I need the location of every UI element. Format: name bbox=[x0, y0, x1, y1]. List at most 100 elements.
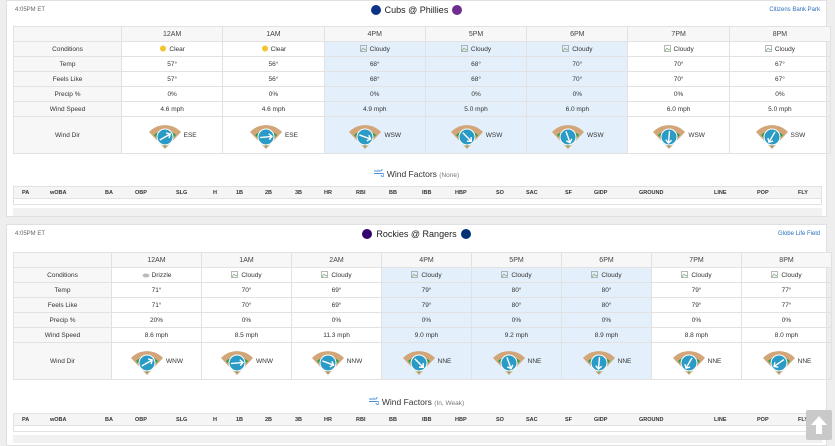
row-label: Conditions bbox=[13, 41, 122, 57]
weather-cell: 9.0 mph bbox=[381, 327, 472, 343]
cell-value: 5.0 mph bbox=[768, 105, 792, 113]
weather-cell: 79° bbox=[381, 297, 472, 313]
stat-column: SF bbox=[565, 417, 573, 423]
condition-icon bbox=[261, 45, 268, 52]
weather-cell: 8.9 mph bbox=[561, 327, 652, 343]
stat-column: 3B bbox=[295, 417, 303, 423]
weather-cell: 71° bbox=[111, 297, 202, 313]
cell-value: 0% bbox=[421, 316, 432, 324]
cell-value: WNW bbox=[256, 357, 273, 365]
team-logo bbox=[460, 229, 471, 239]
weather-cell: Drizzle bbox=[111, 267, 202, 283]
condition-icon bbox=[501, 271, 509, 278]
row-label: Precip % bbox=[13, 86, 122, 102]
matchup-title: Rockies @ Rangers bbox=[376, 229, 457, 239]
stat-column: HBP bbox=[455, 190, 467, 196]
cell-value: SSW bbox=[790, 131, 806, 139]
weather-cell: 57° bbox=[120, 71, 224, 87]
stat-column: POP bbox=[757, 417, 769, 423]
hour-header: 5PM bbox=[424, 26, 528, 42]
weather-cell: 70° bbox=[526, 56, 629, 72]
cell-value: 67° bbox=[775, 60, 785, 68]
weather-cell: 80° bbox=[561, 297, 652, 313]
team-logo bbox=[362, 229, 373, 239]
weather-cell: Clear bbox=[120, 41, 224, 57]
cell-value: 0% bbox=[241, 316, 252, 324]
cell-value: 0% bbox=[601, 316, 612, 324]
scrollbar[interactable] bbox=[13, 208, 822, 216]
stat-column: 2B bbox=[265, 190, 273, 196]
wind-factors-note: (In, Weak) bbox=[434, 400, 465, 407]
cell-value: 0% bbox=[167, 90, 177, 98]
weather-cell: 70° bbox=[526, 71, 629, 87]
weather-cell: 6.0 mph bbox=[526, 101, 629, 117]
cell-value: ESE bbox=[284, 131, 298, 139]
cell-value: 4.6 mph bbox=[261, 105, 286, 113]
cell-value: 70° bbox=[241, 301, 252, 309]
condition-icon bbox=[160, 45, 167, 52]
up-arrow-icon bbox=[811, 416, 827, 434]
wind-field-icon bbox=[492, 351, 525, 375]
wind-factors-title: Wind Factors (In, Weak) bbox=[7, 395, 826, 407]
game-panel: 4:05PM ET Cubs @ Phillies Citizens Bank Pa… bbox=[6, 0, 832, 217]
weather-cell: 0% bbox=[526, 86, 629, 102]
weather-cell: 77° bbox=[741, 297, 832, 313]
weather-cell: 0% bbox=[291, 312, 382, 328]
game-panel: 4:05PM ET Rockies @ Rangers Globe Life Fie… bbox=[6, 224, 832, 446]
cell-value: 69° bbox=[331, 301, 342, 309]
weather-row: Feels Like 57° 56° 68° 68° 70° 70° 67° bbox=[13, 71, 832, 87]
game-time: 4:05PM ET bbox=[15, 7, 46, 13]
weather-cell: Cloudy bbox=[381, 267, 472, 283]
weather-cell: 11.3 mph bbox=[291, 327, 382, 343]
weather-cell: WNW bbox=[201, 342, 292, 380]
cell-value: Cloudy bbox=[774, 46, 796, 53]
stat-column: HR bbox=[324, 190, 332, 196]
scrollbar[interactable] bbox=[13, 435, 822, 443]
weather-cell: 79° bbox=[651, 297, 742, 313]
stat-column: SF bbox=[565, 190, 573, 196]
weather-cell: Cloudy bbox=[424, 41, 528, 57]
weather-cell: 68° bbox=[424, 71, 528, 87]
weather-cell: WSW bbox=[323, 116, 426, 154]
stat-column: LINE bbox=[714, 190, 727, 196]
weather-cell: 70° bbox=[627, 71, 730, 87]
condition-icon bbox=[359, 45, 367, 52]
cell-value: Clear bbox=[169, 46, 185, 53]
weather-cell: 0% bbox=[120, 86, 224, 102]
weather-cell: 69° bbox=[291, 297, 382, 313]
weather-cell: 0% bbox=[381, 312, 472, 328]
stat-column: RBI bbox=[356, 417, 366, 423]
cell-value: 56° bbox=[268, 75, 279, 83]
cell-value: Drizzle bbox=[151, 272, 172, 279]
venue-link[interactable]: Globe Life Field bbox=[777, 231, 820, 237]
hour-header: 5PM bbox=[471, 252, 562, 268]
row-label: Feels Like bbox=[13, 71, 122, 87]
back-to-top[interactable] bbox=[806, 410, 832, 440]
weather-row: Wind Speed 4.6 mph 4.6 mph 4.9 mph 5.0 mph 6.… bbox=[13, 101, 832, 117]
venue-link[interactable]: Citizens Bank Park bbox=[769, 7, 820, 13]
hour-header: 8PM bbox=[728, 26, 832, 42]
weather-cell: 8.8 mph bbox=[651, 327, 742, 343]
weather-cell: Cloudy bbox=[201, 267, 292, 283]
cell-value: 68° bbox=[471, 60, 481, 68]
cell-value: Cloudy bbox=[369, 46, 390, 53]
weather-cell: WSW bbox=[526, 116, 629, 154]
weather-cell: ESE bbox=[120, 116, 224, 154]
header-row: 12AM 1AM 4PM 5PM 6PM 7PM 8PM bbox=[13, 26, 832, 42]
cell-value: 56° bbox=[268, 60, 279, 68]
weather-cell: 69° bbox=[291, 282, 382, 298]
weather-cell: 80° bbox=[561, 282, 652, 298]
cell-value: 6.0 mph bbox=[666, 105, 691, 113]
stat-column: OBP bbox=[135, 190, 147, 196]
cell-value: 79° bbox=[421, 286, 432, 294]
stat-column: SAC bbox=[526, 190, 538, 196]
hour-header: 7PM bbox=[627, 26, 730, 42]
weather-cell: 79° bbox=[381, 282, 472, 298]
condition-icon bbox=[562, 45, 570, 52]
row-label: Precip % bbox=[13, 312, 112, 328]
row-label: Wind Speed bbox=[13, 327, 112, 343]
weather-cell: SSW bbox=[728, 116, 832, 154]
stat-column: 1B bbox=[236, 417, 244, 423]
cell-value: 8.0 mph bbox=[774, 331, 799, 339]
